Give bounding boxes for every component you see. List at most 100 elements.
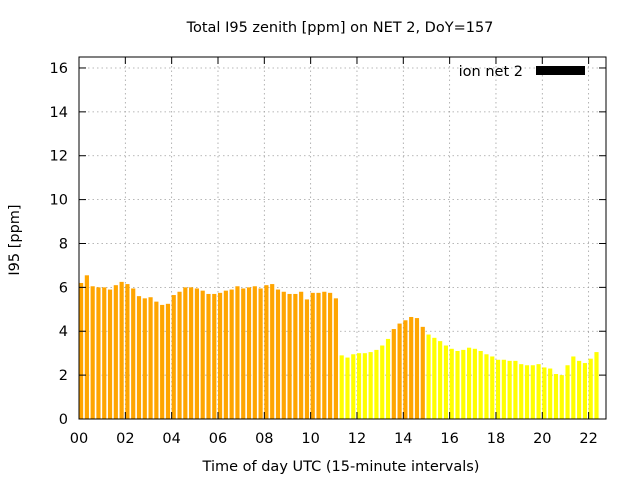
bar bbox=[304, 299, 310, 419]
bar bbox=[368, 352, 373, 419]
x-tick-label: 20 bbox=[533, 431, 551, 447]
bar bbox=[281, 291, 286, 419]
bar bbox=[333, 298, 338, 419]
chart-title: Total I95 zenith [ppm] on NET 2, DoY=157 bbox=[186, 20, 494, 36]
bar bbox=[200, 290, 205, 419]
bar bbox=[119, 281, 124, 419]
bar bbox=[443, 345, 449, 419]
bar bbox=[467, 347, 472, 419]
bar bbox=[84, 275, 89, 419]
bar bbox=[246, 287, 252, 419]
bar bbox=[310, 292, 315, 419]
bar bbox=[316, 292, 321, 419]
bar bbox=[414, 318, 420, 419]
bar bbox=[189, 287, 194, 419]
bar bbox=[270, 284, 275, 419]
bar bbox=[472, 348, 477, 419]
bar bbox=[241, 288, 246, 419]
y-tick-label: 8 bbox=[59, 236, 68, 252]
bar bbox=[495, 359, 501, 419]
bar bbox=[478, 350, 483, 419]
y-tick-label: 2 bbox=[59, 368, 68, 384]
y-tick-label: 4 bbox=[59, 324, 68, 340]
bar bbox=[107, 289, 113, 419]
bar bbox=[519, 364, 524, 419]
y-tick-label: 10 bbox=[50, 193, 68, 209]
bar bbox=[339, 355, 344, 419]
x-tick-label: 12 bbox=[348, 431, 366, 447]
bar bbox=[374, 349, 379, 419]
bar bbox=[530, 365, 535, 419]
bar bbox=[356, 353, 362, 419]
bar bbox=[90, 286, 95, 419]
bar bbox=[183, 287, 188, 419]
y-tick-label: 14 bbox=[50, 105, 68, 121]
x-tick-label: 08 bbox=[255, 431, 273, 447]
bar bbox=[507, 360, 512, 419]
bar bbox=[299, 291, 304, 419]
bar bbox=[420, 326, 425, 419]
x-tick-label: 00 bbox=[70, 431, 88, 447]
bar bbox=[194, 288, 199, 419]
bar bbox=[177, 291, 182, 419]
bar bbox=[258, 288, 263, 419]
bar bbox=[328, 292, 333, 419]
x-tick-label: 18 bbox=[487, 431, 505, 447]
x-tick-label: 06 bbox=[209, 431, 227, 447]
bar bbox=[397, 323, 402, 419]
bar bbox=[229, 289, 234, 419]
x-tick-label: 16 bbox=[440, 431, 458, 447]
bar bbox=[582, 363, 588, 419]
legend-swatch bbox=[536, 66, 585, 75]
bar bbox=[536, 364, 541, 419]
x-tick-label: 04 bbox=[162, 431, 180, 447]
bar bbox=[432, 337, 437, 419]
x-tick-label: 10 bbox=[301, 431, 319, 447]
bar bbox=[275, 289, 281, 419]
bar bbox=[252, 286, 257, 419]
bar bbox=[113, 285, 118, 419]
bar bbox=[513, 360, 518, 419]
bar bbox=[79, 282, 84, 419]
bar bbox=[548, 368, 553, 419]
bar bbox=[501, 359, 506, 419]
bar bbox=[409, 316, 414, 419]
bar bbox=[565, 365, 570, 419]
bar bbox=[559, 375, 564, 419]
bar bbox=[594, 352, 599, 419]
bar bbox=[160, 304, 165, 419]
bar bbox=[345, 357, 350, 419]
bar bbox=[131, 288, 136, 419]
bar bbox=[542, 367, 547, 419]
y-tick-label: 16 bbox=[50, 61, 68, 77]
bar bbox=[524, 365, 530, 419]
x-axis-label: Time of day UTC (15-minute intervals) bbox=[202, 459, 480, 475]
bar bbox=[391, 329, 396, 419]
bar bbox=[553, 374, 559, 419]
bar bbox=[438, 341, 443, 419]
bar bbox=[449, 348, 454, 419]
bar bbox=[426, 334, 431, 419]
bar bbox=[212, 293, 217, 419]
bar bbox=[322, 291, 327, 419]
bar bbox=[588, 358, 593, 419]
bar bbox=[403, 320, 408, 419]
y-tick-label: 0 bbox=[59, 412, 68, 428]
bar bbox=[490, 356, 495, 419]
bar bbox=[102, 287, 107, 419]
bar bbox=[125, 284, 130, 419]
bar bbox=[142, 298, 147, 419]
bar bbox=[293, 293, 298, 419]
y-tick-label: 12 bbox=[50, 149, 68, 165]
bar bbox=[154, 301, 159, 419]
bar bbox=[484, 354, 489, 419]
bar bbox=[385, 338, 391, 419]
x-tick-label: 02 bbox=[116, 431, 134, 447]
bar bbox=[148, 297, 153, 419]
bar bbox=[380, 345, 385, 419]
x-tick-label: 14 bbox=[394, 431, 412, 447]
bar bbox=[264, 285, 269, 419]
bar bbox=[455, 350, 460, 419]
